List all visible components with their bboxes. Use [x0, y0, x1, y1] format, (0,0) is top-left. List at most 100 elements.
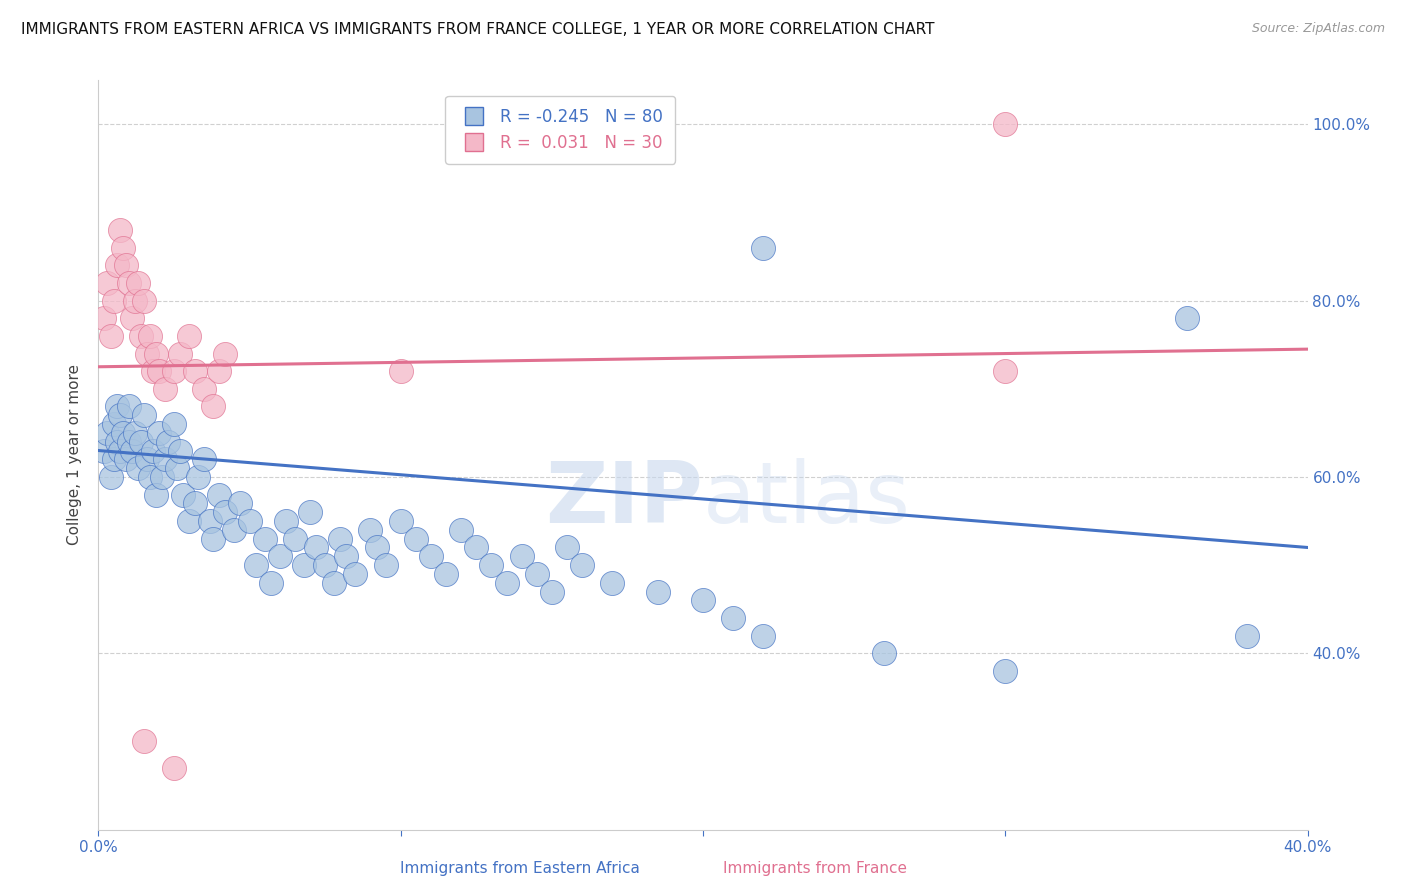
Point: [184, 496, 207, 510]
Point: [269, 549, 291, 564]
Point: [129, 329, 152, 343]
Point: [245, 558, 267, 573]
Point: [526, 566, 548, 581]
Point: [723, 611, 745, 625]
Point: [179, 514, 201, 528]
Point: [163, 417, 186, 431]
Point: [335, 549, 357, 564]
Point: [169, 443, 191, 458]
Point: [150, 470, 173, 484]
Point: [105, 400, 128, 414]
Point: [132, 409, 155, 423]
Point: [200, 514, 222, 528]
Point: [374, 558, 396, 573]
Point: [214, 346, 236, 360]
Point: [389, 364, 412, 378]
Point: [692, 593, 714, 607]
Point: [389, 514, 412, 528]
Point: [163, 761, 186, 775]
Point: [1175, 311, 1198, 326]
Point: [405, 532, 427, 546]
Point: [540, 584, 562, 599]
Point: [239, 514, 262, 528]
Point: [465, 541, 488, 555]
Point: [208, 364, 231, 378]
Point: [153, 452, 176, 467]
Point: [105, 434, 128, 449]
Point: [284, 532, 307, 546]
Point: [202, 400, 225, 414]
Point: [100, 470, 122, 484]
Point: [187, 470, 209, 484]
Point: [148, 364, 170, 378]
Point: [184, 364, 207, 378]
Point: [179, 329, 201, 343]
Point: [299, 505, 322, 519]
Point: [93, 443, 115, 458]
Point: [118, 276, 141, 290]
Point: [111, 425, 134, 440]
Point: [202, 532, 225, 546]
Point: [260, 575, 283, 590]
Point: [253, 532, 276, 546]
Point: [93, 311, 115, 326]
Point: [1236, 629, 1258, 643]
Point: [108, 443, 131, 458]
Text: Immigrants from France: Immigrants from France: [724, 861, 907, 876]
Point: [555, 541, 578, 555]
Point: [108, 409, 131, 423]
Text: IMMIGRANTS FROM EASTERN AFRICA VS IMMIGRANTS FROM FRANCE COLLEGE, 1 YEAR OR MORE: IMMIGRANTS FROM EASTERN AFRICA VS IMMIGR…: [21, 22, 935, 37]
Point: [323, 575, 346, 590]
Point: [481, 558, 503, 573]
Point: [193, 452, 215, 467]
Point: [752, 241, 775, 255]
Point: [145, 487, 167, 501]
Point: [208, 487, 231, 501]
Point: [135, 346, 157, 360]
Point: [96, 425, 118, 440]
Point: [156, 434, 179, 449]
Point: [124, 425, 146, 440]
Point: [108, 223, 131, 237]
Point: [450, 523, 472, 537]
Point: [873, 646, 896, 660]
Point: [145, 346, 167, 360]
Point: [994, 364, 1017, 378]
Point: [752, 629, 775, 643]
Point: [172, 487, 194, 501]
Point: [292, 558, 315, 573]
Point: [360, 523, 382, 537]
Point: [153, 382, 176, 396]
Text: Source: ZipAtlas.com: Source: ZipAtlas.com: [1251, 22, 1385, 36]
Point: [114, 452, 136, 467]
Point: [96, 276, 118, 290]
Point: [100, 329, 122, 343]
Point: [114, 259, 136, 273]
Text: atlas: atlas: [703, 458, 911, 541]
Point: [224, 523, 246, 537]
Point: [148, 425, 170, 440]
Point: [142, 443, 165, 458]
Point: [135, 452, 157, 467]
Point: [994, 664, 1017, 678]
Point: [647, 584, 669, 599]
Point: [229, 496, 252, 510]
Text: Immigrants from Eastern Africa: Immigrants from Eastern Africa: [401, 861, 640, 876]
Point: [118, 400, 141, 414]
Point: [193, 382, 215, 396]
Text: ZIP: ZIP: [546, 458, 703, 541]
Point: [214, 505, 236, 519]
Point: [118, 434, 141, 449]
Point: [420, 549, 443, 564]
Point: [127, 461, 149, 475]
Point: [510, 549, 533, 564]
Point: [121, 311, 143, 326]
Point: [602, 575, 624, 590]
Point: [329, 532, 352, 546]
Point: [366, 541, 388, 555]
Point: [105, 259, 128, 273]
Point: [163, 364, 186, 378]
Point: [166, 461, 188, 475]
Point: [314, 558, 336, 573]
Legend: R = -0.245   N = 80, R =  0.031   N = 30: R = -0.245 N = 80, R = 0.031 N = 30: [446, 96, 675, 164]
